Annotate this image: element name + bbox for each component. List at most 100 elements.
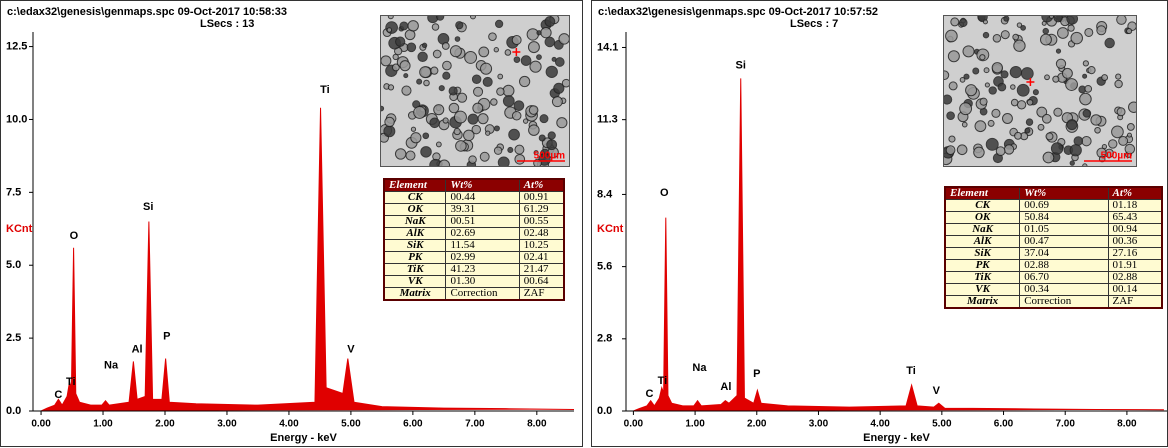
particle: [556, 117, 568, 129]
particle: [972, 67, 980, 75]
particle: [1082, 60, 1090, 67]
particle: [405, 150, 416, 161]
particle: [982, 19, 988, 25]
value-cell: 00.47: [1019, 235, 1109, 248]
spot-marker: [1026, 78, 1035, 86]
value-cell: 00.36: [1107, 235, 1163, 248]
particle: [945, 145, 956, 156]
particle: [1070, 31, 1083, 45]
particle: [488, 32, 497, 41]
particle: [1066, 16, 1079, 25]
particle: [513, 100, 525, 111]
particle: [413, 105, 427, 119]
value-cell: 02.48: [518, 227, 565, 240]
y-tick-label: 8.4: [597, 188, 613, 200]
y-tick-label: 2.5: [6, 332, 21, 344]
table-row: TiK 06.70 02.88: [944, 271, 1163, 284]
particle: [394, 148, 407, 160]
particle: [395, 36, 406, 47]
value-cell: ZAF: [518, 287, 565, 301]
particle: [511, 110, 522, 121]
particle: [992, 34, 1002, 43]
particle: [387, 16, 394, 20]
value-cell: Correction: [1019, 295, 1109, 309]
peak-label: Ti: [906, 365, 916, 377]
particle: [553, 82, 565, 94]
y-tick-label: 5.0: [6, 259, 21, 271]
particle: [502, 95, 515, 107]
y-axis-label: KCnt: [597, 223, 624, 235]
table-header-row: Element Wt% At%: [383, 178, 565, 192]
particle: [561, 78, 569, 88]
table-row: PK 02.99 02.41: [383, 251, 565, 264]
particle: [1014, 131, 1022, 140]
micrograph: 500µm: [380, 15, 570, 167]
particle: [496, 87, 505, 96]
quant-table: Element Wt% At% CK 00.69 01.18 OK 50.84 65.43 NaK…: [944, 186, 1163, 309]
particle: [528, 105, 539, 115]
particle: [1020, 67, 1034, 80]
particle: [540, 26, 552, 39]
particle: [1042, 27, 1049, 35]
particle: [399, 21, 409, 31]
value-cell: 00.64: [518, 275, 565, 288]
particle: [544, 16, 556, 27]
particle: [958, 18, 968, 28]
particle: [1087, 66, 1096, 75]
value-cell: 01.91: [1107, 259, 1163, 272]
panel-border: [0, 0, 583, 447]
particle: [1094, 126, 1101, 134]
particle: [471, 124, 482, 135]
particle: [456, 92, 468, 103]
x-tick-label: 1.00: [685, 419, 705, 430]
particle: [1016, 22, 1023, 28]
particle: [1116, 16, 1127, 25]
peak-label: C: [54, 389, 62, 401]
particle: [1050, 142, 1064, 155]
particle: [453, 110, 467, 124]
value-cell: 06.70: [1019, 271, 1109, 284]
particle: [988, 86, 997, 95]
particle: [403, 73, 409, 79]
particle: [1115, 73, 1122, 80]
header: c:\edax32\genesis\genmaps.spc 09-Oct-201…: [598, 6, 878, 18]
value-cell: 61.29: [518, 203, 565, 216]
x-tick-label: 6.00: [994, 419, 1014, 430]
particle: [945, 29, 958, 43]
peak-label: P: [753, 368, 760, 380]
header: c:\edax32\genesis\genmaps.spc 09-Oct-201…: [7, 6, 287, 18]
x-tick-label: 0.00: [31, 419, 51, 430]
peak-label: Ti: [658, 375, 668, 387]
scale-label: 500µm: [534, 151, 565, 162]
peak-label: C: [645, 388, 653, 400]
particle: [520, 55, 532, 66]
particle: [973, 146, 985, 159]
particle: [538, 134, 546, 142]
particle: [959, 77, 966, 83]
particle: [429, 117, 440, 129]
particle: [463, 129, 475, 142]
particle: [438, 159, 451, 166]
particle: [1025, 118, 1034, 126]
particle: [547, 131, 556, 140]
peak-label: Ti: [320, 84, 330, 96]
particle: [470, 16, 476, 20]
particle: [485, 130, 491, 136]
value-cell: 11.54: [445, 239, 520, 252]
particle: [979, 54, 986, 61]
particle: [423, 79, 430, 87]
particle: [1016, 100, 1027, 110]
value-cell: 00.55: [518, 215, 565, 228]
particle: [944, 94, 953, 105]
particle: [1003, 144, 1015, 155]
x-tick-label: 2.00: [155, 419, 175, 430]
particle: [502, 84, 515, 97]
particle: [448, 102, 460, 114]
particle: [1111, 125, 1124, 139]
table-row: NaK 00.51 00.55: [383, 215, 565, 228]
particle: [1003, 16, 1010, 22]
value-cell: 00.69: [1019, 199, 1109, 212]
element-cell: TiK: [383, 263, 447, 276]
value-cell: 50.84: [1019, 211, 1109, 224]
